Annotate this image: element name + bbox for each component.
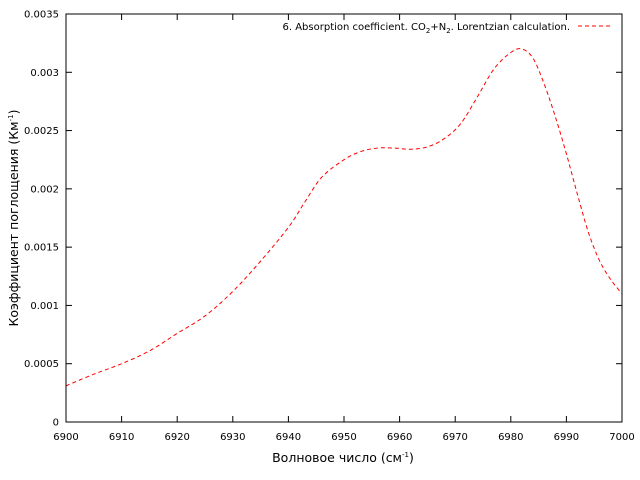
x-tick-label-7: 6970 <box>442 432 467 443</box>
y-tick-label-2: 0.001 <box>30 301 59 312</box>
x-tick-label-2: 6920 <box>164 432 189 443</box>
y-tick-label-0: 0 <box>53 418 59 429</box>
y-tick-label-5: 0.0025 <box>24 126 59 137</box>
x-tick-label-3: 6930 <box>220 432 245 443</box>
x-tick-label-10: 7000 <box>609 432 634 443</box>
y-tick-label-1: 0.0005 <box>24 359 59 370</box>
series-line <box>65 48 623 387</box>
x-axis-label: Волновое число (см-1) <box>272 450 414 465</box>
x-tick-label-1: 6910 <box>109 432 134 443</box>
y-tick-label-7: 0.0035 <box>24 10 59 21</box>
plot-frame <box>65 13 623 423</box>
x-tick-label-0: 6900 <box>53 432 78 443</box>
legend-label: 6. Absorption coefficient. CO2+N2. Loren… <box>283 22 571 35</box>
x-tick-label-4: 6940 <box>276 432 301 443</box>
x-tick-label-8: 6980 <box>498 432 523 443</box>
y-tick-label-6: 0.003 <box>30 68 59 79</box>
y-axis-label: Коэффициент поглощения (Км-1) <box>6 110 21 327</box>
tick-labels: 6900 6910 6920 6930 6940 6950 6960 6970 6980 6990… <box>24 10 635 444</box>
y-tick-label-3: 0.0015 <box>24 243 59 254</box>
y-tick-label-4: 0.002 <box>30 184 59 195</box>
x-tick-label-5: 6950 <box>331 432 356 443</box>
x-tick-label-6: 6960 <box>387 432 412 443</box>
x-tick-label-9: 6990 <box>554 432 579 443</box>
